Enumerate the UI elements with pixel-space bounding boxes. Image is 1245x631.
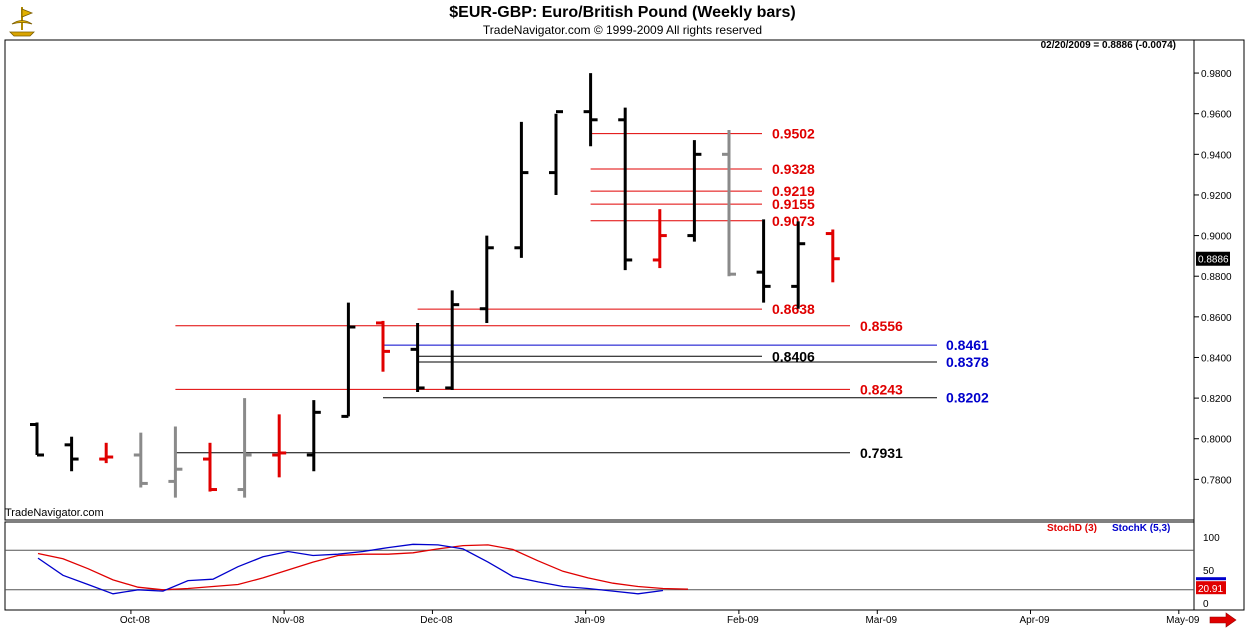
- stoch-series-line: [37, 544, 689, 591]
- y-tick-label: 0.9800: [1201, 69, 1232, 80]
- copyright-text: TradeNavigator.com © 1999-2009 All right…: [482, 23, 763, 37]
- ohlc-bar: [514, 121, 529, 258]
- scroll-right-arrow-icon[interactable]: [1208, 611, 1238, 629]
- ohlc-bar: [825, 229, 840, 283]
- ohlc-bar: [64, 436, 79, 472]
- chart-title: $EUR-GBP: Euro/British Pound (Weekly bar…: [449, 4, 796, 21]
- level-label: 0.9219: [772, 183, 815, 199]
- legend-stoch-k: StochK (5,3): [1112, 523, 1170, 534]
- ohlc-bar: [549, 110, 563, 195]
- ohlc-bar: [479, 235, 494, 323]
- level-label: 0.8202: [946, 390, 989, 406]
- x-tick-label: May-09: [1166, 615, 1200, 626]
- ohlc-bar: [30, 422, 44, 457]
- level-label: 0.8378: [946, 354, 989, 370]
- ohlc-bar: [618, 107, 633, 271]
- ohlc-bar: [722, 129, 736, 277]
- x-tick-label: Jan-09: [574, 615, 605, 626]
- ohlc-bar: [376, 320, 390, 372]
- ohlc-bar: [133, 432, 148, 488]
- level-label: 0.8406: [772, 348, 815, 364]
- x-tick-label: Feb-09: [727, 615, 759, 626]
- y-tick-label: 0.9000: [1201, 232, 1232, 243]
- last-quote-text: 02/20/2009 = 0.8886 (-0.0074): [1041, 40, 1176, 51]
- ohlc-bar: [410, 322, 425, 393]
- level-label: 0.8556: [860, 318, 903, 334]
- y-tick-label: 0.7800: [1201, 475, 1232, 486]
- x-tick-label: Apr-09: [1020, 615, 1050, 626]
- x-tick-label: Oct-08: [120, 615, 150, 626]
- level-label: 0.9502: [772, 126, 815, 142]
- x-tick-label: Mar-09: [865, 615, 897, 626]
- level-label: 0.8461: [946, 337, 989, 353]
- y-tick-label: 0.8600: [1201, 313, 1232, 324]
- stoch-value-label: 20.91: [1198, 584, 1223, 595]
- x-tick-label: Dec-08: [420, 615, 453, 626]
- ohlc-bar: [791, 221, 806, 309]
- legend-stoch-d: StochD (3): [1047, 523, 1097, 534]
- ohlc-bar: [272, 414, 287, 478]
- stoch-series-line: [37, 543, 664, 595]
- y-tick-label: 0.9200: [1201, 191, 1232, 202]
- ohlc-bar: [237, 398, 252, 498]
- ohlc-bar: [652, 209, 667, 269]
- ohlc-bar: [168, 426, 183, 498]
- ohlc-bar: [583, 73, 598, 147]
- stoch-y-tick-label: 100: [1203, 533, 1220, 544]
- stoch-y-tick-label: 50: [1203, 566, 1215, 577]
- ohlc-bar: [687, 140, 702, 242]
- y-tick-label: 0.8400: [1201, 353, 1232, 364]
- ohlc-bar: [203, 442, 217, 492]
- stoch-k-marker: [1196, 577, 1226, 581]
- y-tick-label: 0.8800: [1201, 272, 1232, 283]
- level-label: 0.8638: [772, 301, 815, 317]
- level-label: 0.9073: [772, 213, 815, 229]
- y-tick-label: 0.9600: [1201, 110, 1232, 121]
- trade-navigator-logo-icon: [6, 4, 38, 38]
- level-label: 0.7931: [860, 445, 903, 461]
- ohlc-bar: [99, 442, 114, 464]
- level-label: 0.8243: [860, 381, 903, 397]
- x-tick-label: Nov-08: [272, 615, 305, 626]
- ohlc-bar: [306, 400, 321, 472]
- price-panel-frame: [4, 39, 1195, 521]
- ohlc-bar: [341, 302, 356, 418]
- last-price-label: 0.8886: [1198, 255, 1229, 266]
- y-axis-panel: [1193, 39, 1245, 611]
- level-label: 0.9328: [772, 161, 815, 177]
- ohlc-bar: [756, 219, 771, 303]
- y-tick-label: 0.9400: [1201, 150, 1232, 161]
- stoch-y-tick-label: 0: [1203, 599, 1209, 610]
- last-price-box: [1196, 251, 1230, 266]
- stoch-panel-frame: [4, 521, 1195, 611]
- level-label: 0.9155: [772, 196, 815, 212]
- y-tick-label: 0.8000: [1201, 435, 1232, 446]
- stoch-value-box: [1196, 581, 1226, 595]
- watermark-text: TradeNavigator.com: [5, 507, 104, 519]
- ohlc-bar: [445, 290, 460, 390]
- y-tick-label: 0.8200: [1201, 394, 1232, 405]
